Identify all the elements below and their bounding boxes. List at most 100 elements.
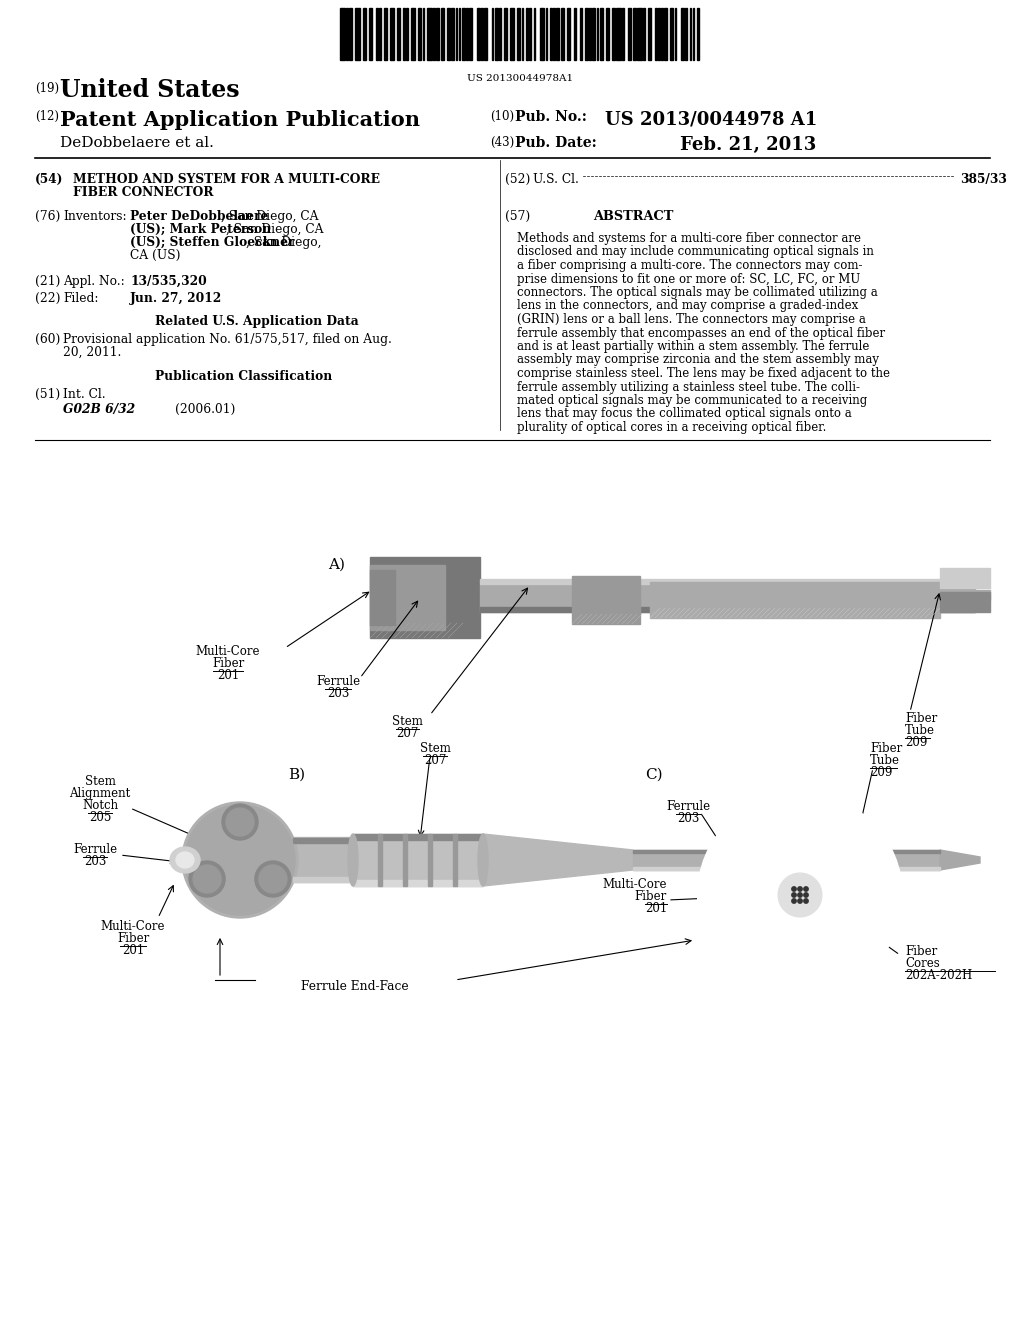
Text: Peter DeDobbelaere: Peter DeDobbelaere: [130, 210, 268, 223]
Text: Ferrule: Ferrule: [666, 800, 710, 813]
Bar: [495, 8, 498, 59]
Bar: [534, 8, 535, 59]
Bar: [462, 8, 465, 59]
Bar: [664, 8, 667, 59]
Bar: [480, 579, 975, 583]
Bar: [592, 8, 595, 59]
Text: (GRIN) lens or a ball lens. The connectors may comprise a: (GRIN) lens or a ball lens. The connecto…: [517, 313, 866, 326]
Bar: [655, 8, 656, 59]
Bar: [628, 8, 631, 59]
Bar: [451, 8, 454, 59]
Bar: [633, 850, 940, 853]
Text: lens that may focus the collimated optical signals onto a: lens that may focus the collimated optic…: [517, 408, 852, 421]
Text: (57): (57): [505, 210, 530, 223]
Bar: [637, 8, 641, 59]
Bar: [560, 8, 563, 59]
Bar: [492, 8, 493, 59]
Bar: [689, 8, 691, 59]
Ellipse shape: [170, 847, 200, 873]
Bar: [436, 8, 439, 59]
Text: 202A-202H: 202A-202H: [905, 969, 972, 982]
Text: lens in the connectors, and may comprise a graded-index: lens in the connectors, and may comprise…: [517, 300, 858, 313]
Bar: [340, 8, 344, 59]
Text: Fiber: Fiber: [212, 657, 244, 671]
Bar: [446, 8, 450, 59]
Text: mated optical signals may be communicated to a receiving: mated optical signals may be communicate…: [517, 393, 867, 407]
Bar: [481, 8, 482, 59]
Bar: [349, 8, 352, 59]
Circle shape: [185, 805, 295, 915]
Bar: [697, 8, 698, 59]
Text: , San Diego,: , San Diego,: [246, 236, 322, 249]
Circle shape: [798, 892, 802, 898]
Text: (52): (52): [505, 173, 530, 186]
Text: (21): (21): [35, 275, 60, 288]
Text: FIBER CONNECTOR: FIBER CONNECTOR: [73, 186, 213, 199]
Bar: [566, 8, 569, 59]
Bar: [293, 876, 353, 882]
Bar: [670, 8, 673, 59]
Bar: [423, 8, 424, 59]
Bar: [456, 8, 457, 59]
Bar: [643, 8, 644, 59]
Circle shape: [732, 828, 868, 964]
Circle shape: [804, 899, 808, 903]
Circle shape: [259, 865, 287, 894]
Text: Stem: Stem: [420, 742, 451, 755]
Text: Publication Classification: Publication Classification: [155, 370, 332, 383]
Text: (51): (51): [35, 388, 60, 401]
Circle shape: [798, 899, 802, 903]
Ellipse shape: [176, 851, 194, 869]
Bar: [453, 834, 457, 886]
Bar: [585, 8, 588, 59]
Bar: [940, 590, 990, 601]
Circle shape: [189, 861, 225, 898]
Bar: [466, 8, 468, 59]
Bar: [353, 834, 483, 886]
Bar: [428, 834, 432, 886]
Bar: [379, 8, 381, 59]
Text: Stem: Stem: [391, 715, 423, 729]
Bar: [499, 8, 501, 59]
Text: Tube: Tube: [870, 754, 900, 767]
Text: G02B 6/32: G02B 6/32: [63, 403, 135, 416]
Text: METHOD AND SYSTEM FOR A MULTI-CORE: METHOD AND SYSTEM FOR A MULTI-CORE: [73, 173, 380, 186]
Text: US 2013/0044978 A1: US 2013/0044978 A1: [605, 110, 817, 128]
Bar: [940, 591, 990, 612]
Text: 207: 207: [424, 754, 446, 767]
Text: (54): (54): [35, 173, 63, 186]
Text: Filed:: Filed:: [63, 292, 98, 305]
Bar: [346, 8, 347, 59]
Text: (2006.01): (2006.01): [175, 403, 236, 416]
Text: Fiber: Fiber: [635, 890, 667, 903]
Text: Fiber: Fiber: [117, 932, 150, 945]
Bar: [553, 8, 555, 59]
Ellipse shape: [478, 834, 488, 886]
Bar: [546, 8, 547, 59]
Bar: [411, 8, 415, 59]
Text: (43): (43): [490, 136, 514, 149]
Bar: [384, 8, 386, 59]
Text: 203: 203: [84, 855, 106, 869]
Ellipse shape: [348, 834, 358, 886]
Bar: [427, 8, 431, 59]
Circle shape: [222, 804, 258, 840]
Text: ABSTRACT: ABSTRACT: [593, 210, 673, 223]
Text: , San Diego, CA: , San Diego, CA: [221, 210, 318, 223]
Bar: [616, 8, 621, 59]
Text: Multi-Core: Multi-Core: [196, 645, 260, 657]
Bar: [681, 8, 683, 59]
Bar: [370, 565, 445, 630]
Bar: [675, 8, 676, 59]
Text: plurality of optical cores in a receiving optical fiber.: plurality of optical cores in a receivin…: [517, 421, 826, 434]
Text: Cores: Cores: [905, 957, 940, 970]
Bar: [622, 8, 624, 59]
Text: Jun. 27, 2012: Jun. 27, 2012: [130, 292, 222, 305]
Circle shape: [798, 887, 802, 891]
Text: Tube: Tube: [905, 723, 935, 737]
Bar: [540, 8, 544, 59]
Text: Patent Application Publication: Patent Application Publication: [60, 110, 420, 129]
Bar: [599, 8, 602, 59]
Bar: [433, 8, 434, 59]
Circle shape: [226, 808, 254, 836]
